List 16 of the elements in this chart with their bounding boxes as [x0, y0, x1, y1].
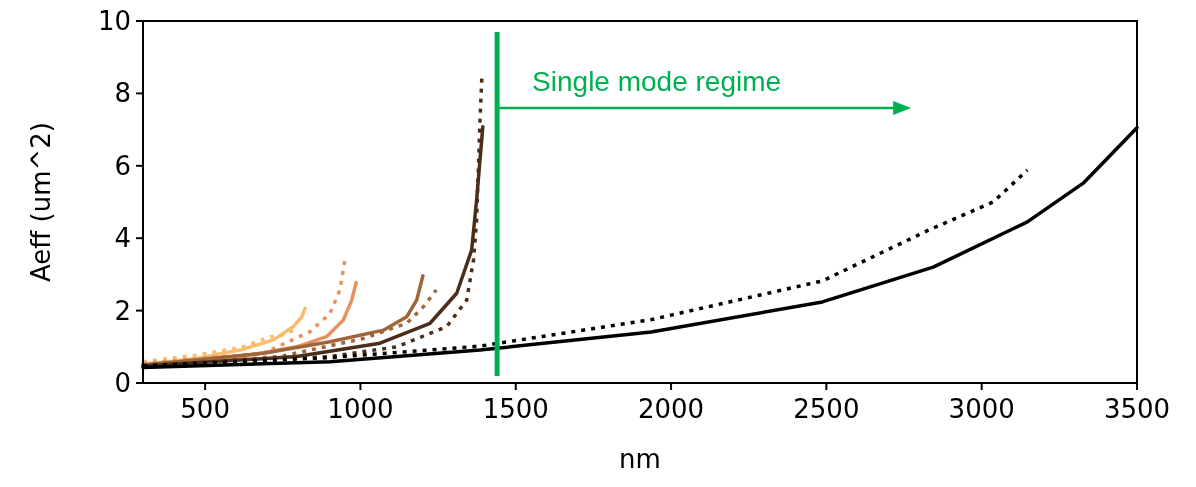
x-tick-label: 3500: [1103, 394, 1171, 424]
y-tick-label: 0: [114, 368, 131, 398]
y-tick-label: 6: [114, 150, 131, 181]
x-tick-label: 2000: [637, 394, 705, 424]
x-tick-label: 3000: [948, 394, 1015, 424]
annotation: Single mode regime: [532, 65, 782, 97]
x-tick-label: 1500: [482, 394, 549, 424]
y-tick-label: 10: [97, 6, 131, 36]
x-tick-label: 500: [180, 394, 230, 424]
y-tick-label: 2: [114, 295, 131, 326]
x-tick-label: 2500: [793, 394, 860, 424]
y-tick-label: 4: [114, 223, 131, 254]
x-axis-title: nm: [619, 444, 661, 474]
x-tick-label: 1000: [327, 394, 394, 424]
y-axis-title: Aeff (um^2): [26, 122, 56, 282]
y-tick-label: 8: [114, 78, 131, 109]
